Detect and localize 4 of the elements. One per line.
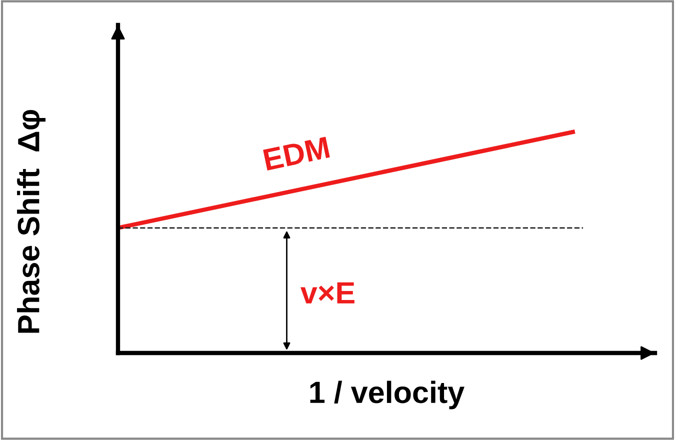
ref-line-label: v×E bbox=[300, 282, 354, 304]
x-axis-title: 1 / velocity bbox=[310, 380, 464, 410]
text: EDM bbox=[263, 136, 330, 170]
y-axis-title: Phase Shift Δφ bbox=[17, 110, 46, 333]
